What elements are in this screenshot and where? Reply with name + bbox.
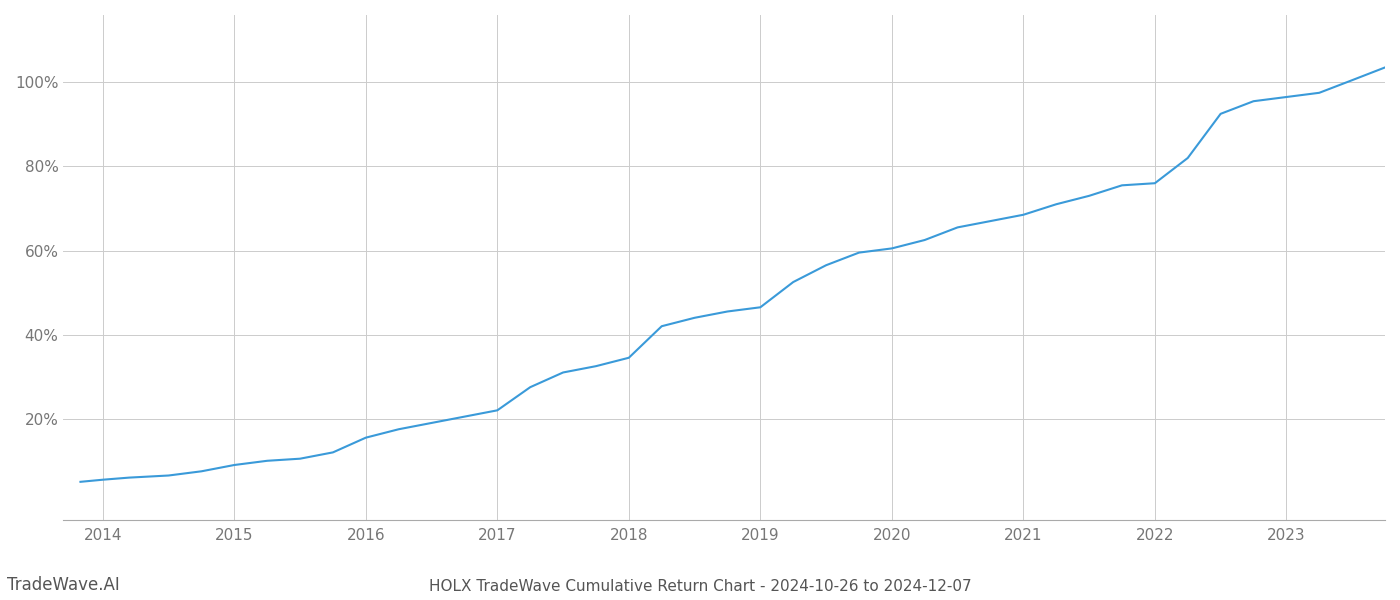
Text: TradeWave.AI: TradeWave.AI: [7, 576, 120, 594]
Text: HOLX TradeWave Cumulative Return Chart - 2024-10-26 to 2024-12-07: HOLX TradeWave Cumulative Return Chart -…: [428, 579, 972, 594]
